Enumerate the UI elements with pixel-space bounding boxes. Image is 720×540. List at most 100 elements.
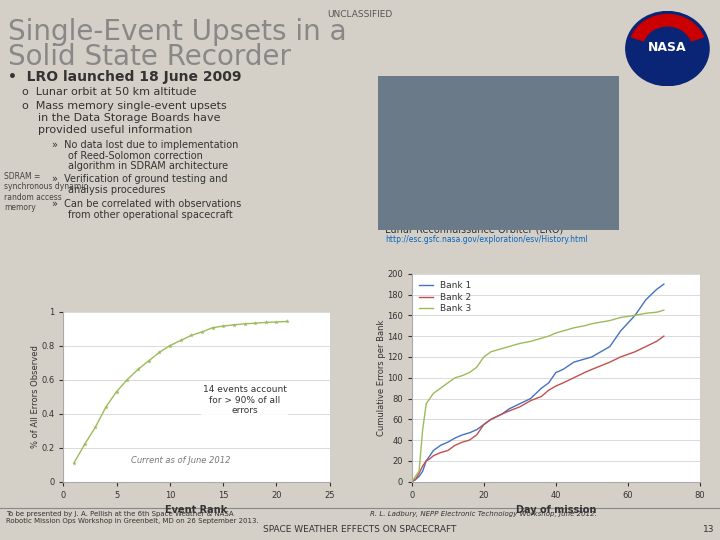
Line: Bank 1: Bank 1 [412, 284, 664, 482]
Bank 2 [516, 403, 524, 410]
Bank 2 [426, 456, 434, 462]
Text: http://esc.gsfc.nasa.gov/exploration/esv/History.html: http://esc.gsfc.nasa.gov/exploration/esv… [385, 235, 588, 244]
Bank 2 [588, 366, 596, 373]
Text: 13: 13 [703, 525, 714, 534]
Bank 1 [498, 411, 506, 417]
Text: »  No data lost due to implementation: » No data lost due to implementation [52, 140, 238, 150]
Text: o  Lunar orbit at 50 km altitude: o Lunar orbit at 50 km altitude [22, 87, 197, 97]
Bank 3 [544, 333, 553, 340]
Bank 1 [544, 380, 553, 386]
Y-axis label: % of All Errors Observed: % of All Errors Observed [31, 345, 40, 448]
Bank 1 [552, 369, 560, 376]
Bank 3 [436, 385, 445, 392]
Bank 3 [429, 390, 438, 396]
X-axis label: Event Rank: Event Rank [166, 505, 228, 515]
Bank 2 [429, 453, 438, 459]
Bank 1 [411, 476, 420, 483]
Bank 3 [498, 346, 506, 352]
Bank 1 [642, 296, 650, 303]
Bank 1 [480, 421, 488, 428]
Bank 3 [616, 314, 625, 321]
Bank 1 [451, 435, 459, 441]
Bank 1 [408, 478, 416, 485]
Bank 3 [418, 427, 427, 433]
Text: »  Verification of ground testing and: » Verification of ground testing and [52, 174, 228, 184]
Bank 2 [616, 354, 625, 360]
Bank 3 [642, 310, 650, 316]
Bank 2 [436, 449, 445, 456]
Text: 14 events account
for > 90% of all
errors: 14 events account for > 90% of all error… [202, 385, 287, 415]
Bank 2 [652, 338, 661, 345]
Bank 1 [631, 312, 639, 319]
Bank 1 [444, 439, 452, 446]
Bank 3 [606, 318, 614, 324]
Legend: Bank 1, Bank 2, Bank 3: Bank 1, Bank 2, Bank 3 [416, 278, 474, 316]
Bank 1 [537, 385, 546, 392]
Bank 1 [465, 430, 474, 436]
Bank 1 [429, 447, 438, 454]
Bank 3 [487, 348, 495, 355]
Text: Lunar Reconnaissance Orbiter (LRO): Lunar Reconnaissance Orbiter (LRO) [385, 224, 563, 234]
Bank 3 [552, 330, 560, 336]
Bank 1 [660, 281, 668, 287]
Bank 2 [570, 375, 578, 381]
Bank 2 [451, 442, 459, 449]
Bank 1 [652, 286, 661, 293]
Bank 3 [505, 343, 513, 350]
Bank 1 [436, 442, 445, 449]
Bank 3 [458, 373, 467, 379]
Bank 2 [480, 421, 488, 428]
Bank 3 [451, 375, 459, 381]
Bank 2 [422, 458, 431, 464]
Bank 2 [642, 343, 650, 350]
Text: in the Data Storage Boards have: in the Data Storage Boards have [38, 113, 220, 123]
Text: of Reed-Solomon correction: of Reed-Solomon correction [68, 151, 203, 161]
Bank 2 [660, 333, 668, 340]
Text: algorithm in SDRAM architecture: algorithm in SDRAM architecture [68, 161, 228, 171]
Bank 2 [526, 397, 535, 404]
Text: analysis procedures: analysis procedures [68, 185, 166, 195]
Bank 2 [418, 463, 427, 469]
Bank 2 [552, 383, 560, 389]
Text: from other operational spacecraft: from other operational spacecraft [68, 210, 233, 220]
Bank 1 [606, 343, 614, 350]
Text: provided useful information: provided useful information [38, 125, 192, 135]
Bank 2 [498, 411, 506, 417]
Bank 2 [465, 437, 474, 443]
Bank 2 [559, 380, 567, 386]
Bank 2 [580, 369, 589, 376]
Bank 2 [408, 478, 416, 485]
Bank 3 [559, 328, 567, 334]
X-axis label: Day of mission: Day of mission [516, 505, 596, 515]
Text: SPACE WEATHER EFFECTS ON SPACECRAFT: SPACE WEATHER EFFECTS ON SPACECRAFT [264, 525, 456, 534]
Bank 2 [411, 476, 420, 483]
Bank 1 [422, 458, 431, 464]
Bank 2 [444, 447, 452, 454]
Bank 3 [652, 309, 661, 315]
Text: R. L. Ladbury, NEPP Electronic Technology Workshop, June 2012.: R. L. Ladbury, NEPP Electronic Technolog… [370, 511, 597, 517]
Text: •  LRO launched 18 June 2009: • LRO launched 18 June 2009 [8, 70, 241, 84]
Bank 2 [472, 431, 481, 438]
Bank 3 [480, 354, 488, 360]
Bank 1 [616, 328, 625, 334]
Bank 3 [580, 322, 589, 329]
Bank 2 [505, 408, 513, 414]
Bank 3 [570, 325, 578, 331]
Bank 1 [418, 468, 427, 475]
Bank 3 [631, 312, 639, 319]
Bank 1 [516, 401, 524, 407]
Bank 3 [465, 369, 474, 376]
Text: o  Mass memory single-event upsets: o Mass memory single-event upsets [22, 101, 227, 111]
Bank 2 [631, 348, 639, 355]
Text: Current as of June 2012: Current as of June 2012 [131, 456, 230, 464]
Bank 1 [580, 356, 589, 362]
Text: To be presented by J. A. Pellish at the 6th Space Weather & NASA
Robotic Mission: To be presented by J. A. Pellish at the … [6, 511, 258, 524]
Bank 3 [408, 478, 416, 485]
Bank 1 [526, 395, 535, 402]
Text: »  Can be correlated with observations: » Can be correlated with observations [52, 199, 241, 209]
Bank 1 [505, 406, 513, 412]
Text: NASA: NASA [648, 40, 687, 53]
Text: SDRAM =
synchronous dynamic
random access
memory: SDRAM = synchronous dynamic random acces… [4, 172, 88, 212]
Bank 3 [422, 401, 431, 407]
Bank 3 [444, 380, 452, 386]
